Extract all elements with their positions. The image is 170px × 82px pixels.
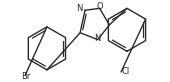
Text: O: O — [96, 2, 103, 11]
Text: N: N — [76, 4, 82, 13]
Text: Cl: Cl — [121, 67, 129, 76]
Text: N: N — [95, 35, 101, 43]
Text: Br: Br — [21, 72, 30, 81]
